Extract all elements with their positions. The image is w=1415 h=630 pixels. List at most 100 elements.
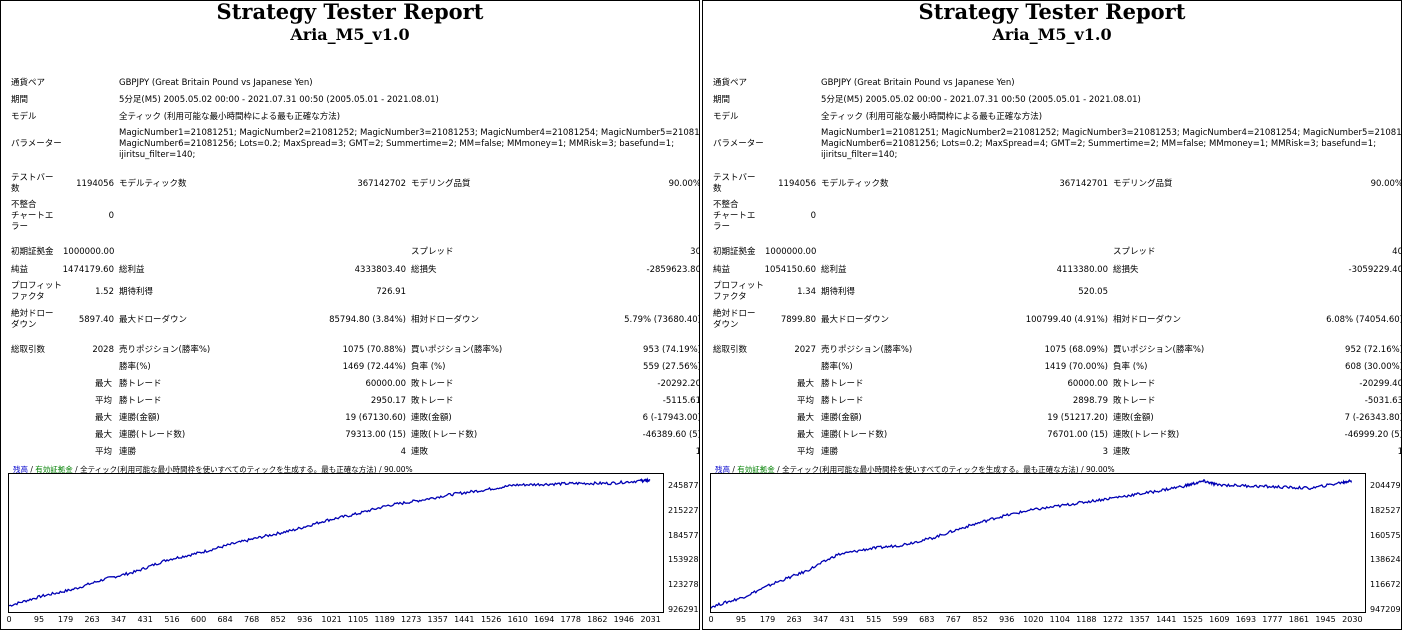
y-tick-label: 1845779 [668, 530, 699, 540]
bars-label-2: 数 [713, 184, 722, 194]
gross-loss-label: 総損失 [411, 265, 437, 275]
max-label-2: 最大 [797, 413, 815, 423]
x-tick-label: 1441 [454, 615, 475, 624]
x-tick-label: 1272 [1102, 615, 1124, 624]
x-tick-label: 1357 [1129, 615, 1150, 624]
gross-profit-label: 総利益 [119, 265, 145, 275]
mismatch-label-3: ラー [11, 222, 29, 232]
maxdd-value: 100799.40 (4.91%) [1025, 315, 1108, 325]
quality-value: 90.00% [1370, 179, 1402, 189]
winpct-label: 勝率(%) [821, 362, 853, 372]
max-label-1: 最大 [95, 379, 113, 389]
pf-label-1: プロフィット [713, 281, 764, 291]
x-tick-label: 0 [708, 615, 714, 624]
x-tick-label: 852 [972, 615, 988, 624]
y-tick-label: 1825276 [1370, 505, 1401, 515]
avg-cons-loss-label: 連敗 [411, 447, 429, 457]
params-line3: ijiritsu_filter=140; [821, 150, 898, 160]
x-tick-label: 1273 [401, 615, 422, 624]
period-label: 期間 [11, 95, 29, 105]
max-win-label: 勝トレード [821, 379, 864, 389]
y-tick-label: 1166725 [1370, 580, 1401, 590]
long-label: 買いポジション(勝率%) [411, 345, 503, 355]
losspct-label: 負率 (%) [1113, 362, 1148, 372]
avg-cons-win-label: 連勝 [821, 447, 839, 457]
quality-label: モデリング品質 [411, 179, 471, 189]
short-value: 1075 (68.09%) [1044, 345, 1108, 355]
avg-loss-label: 敗トレード [1113, 396, 1156, 406]
model-label: モデル [713, 112, 739, 122]
symbol-value: GBPJPY (Great Britain Pound vs Japanese … [119, 78, 313, 88]
avg-win-label: 勝トレード [119, 396, 162, 406]
cons-loss-count-label: 連敗(トレード数) [411, 430, 478, 440]
long-value: 952 (72.16%) [1345, 345, 1402, 355]
avg-cons-loss-label: 連敗 [1113, 447, 1131, 457]
legend-equity: 有効証拠金 [737, 465, 775, 474]
max-label-3: 最大 [797, 430, 815, 440]
mismatch-label-3: ラー [713, 222, 731, 232]
ticks-value: 367142702 [357, 179, 406, 189]
cons-win-money-value: 19 (67130.60) [345, 413, 406, 423]
cons-loss-count-label: 連敗(トレード数) [1113, 430, 1180, 440]
params-line1: MagicNumber1=21081251; MagicNumber2=2108… [821, 128, 1402, 138]
max-label-3: 最大 [95, 430, 113, 440]
x-tick-label: 347 [812, 615, 829, 624]
avg-cons-loss-value: 1 [1303, 447, 1401, 458]
cons-win-money-label: 連勝(金額) [119, 413, 160, 423]
x-tick-label: 1441 [1156, 615, 1177, 624]
avg-cons-win-value: 4 [400, 447, 406, 457]
long-label: 買いポジション(勝率%) [1113, 345, 1205, 355]
expected-value: 520.05 [1078, 287, 1108, 297]
cons-win-count-value: 79313.00 (15) [345, 430, 406, 440]
max-label-1: 最大 [797, 379, 815, 389]
balance-chart: 残高 / 有効証拠金 / 全ティック(利用可能な最小時間枠を使いすべてのティック… [6, 461, 699, 627]
params-label: パラメーター [11, 139, 62, 149]
mismatch-label-1: 不整合 [11, 200, 37, 210]
spread-label: スプレッド [411, 247, 454, 257]
short-label: 売りポジション(勝率%) [821, 345, 913, 355]
symbol-value: GBPJPY (Great Britain Pound vs Japanese … [821, 78, 1015, 88]
quality-label: モデリング品質 [1113, 179, 1173, 189]
gross-loss-value: -3059229.40 [1348, 265, 1402, 275]
x-tick-label: 1020 [1023, 615, 1044, 624]
absdd-label-2: ダウン [713, 320, 739, 330]
mismatch-label-1: 不整合 [713, 200, 739, 210]
x-tick-label: 0 [6, 615, 12, 624]
x-tick-label: 347 [110, 615, 127, 624]
x-tick-label: 1946 [613, 615, 634, 624]
max-loss-value: -20292.20 [657, 379, 700, 389]
spread-value: 40 [1392, 247, 1402, 257]
ticks-value: 367142701 [1059, 179, 1108, 189]
cons-loss-money-label: 連敗(金額) [1113, 413, 1154, 423]
losspct-value: 608 (30.00%) [1345, 362, 1402, 372]
pf-value: 1.34 [797, 287, 816, 297]
pf-value: 1.52 [95, 287, 114, 297]
avg-win-label: 勝トレード [821, 396, 864, 406]
symbol-label: 通貨ペア [713, 78, 748, 88]
cons-loss-count-value: -46389.60 (5) [642, 430, 700, 440]
net-value: 1474179.60 [62, 265, 114, 275]
model-label: モデル [11, 112, 37, 122]
period-value: 5分足(M5) 2005.05.02 00:00 - 2021.07.31 00… [821, 95, 1141, 105]
cons-win-count-label: 連勝(トレード数) [821, 430, 888, 440]
bars-label-1: テストバー [713, 173, 756, 183]
mismatch-label-2: チャートエ [713, 211, 756, 221]
legend-balance: 残高 [13, 465, 28, 474]
legend-balance: 残高 [715, 465, 730, 474]
losspct-value: 559 (27.56%) [643, 362, 700, 372]
x-tick-label: 95 [735, 615, 747, 624]
x-tick-label: 263 [786, 615, 802, 624]
x-tick-label: 936 [297, 615, 313, 624]
mismatch-value: 0 [108, 211, 114, 221]
cons-win-money-value: 19 (51217.20) [1047, 413, 1108, 423]
legend-model: / 全ティック(利用可能な最小時間枠を使いすべてのティックを生成する。最も正確な… [72, 465, 413, 474]
cons-loss-money-label: 連敗(金額) [411, 413, 452, 423]
x-tick-label: 179 [759, 615, 776, 624]
winpct-value: 1419 (70.00%) [1044, 362, 1108, 372]
x-tick-label: 1104 [1049, 615, 1070, 624]
maxdd-label: 最大ドローダウン [119, 315, 188, 325]
x-tick-label: 1188 [1076, 615, 1097, 624]
absdd-label-1: 絶対ドロー [713, 309, 756, 319]
chart-plot-area [710, 473, 1366, 613]
y-tick-label: 2044793 [1370, 481, 1401, 490]
